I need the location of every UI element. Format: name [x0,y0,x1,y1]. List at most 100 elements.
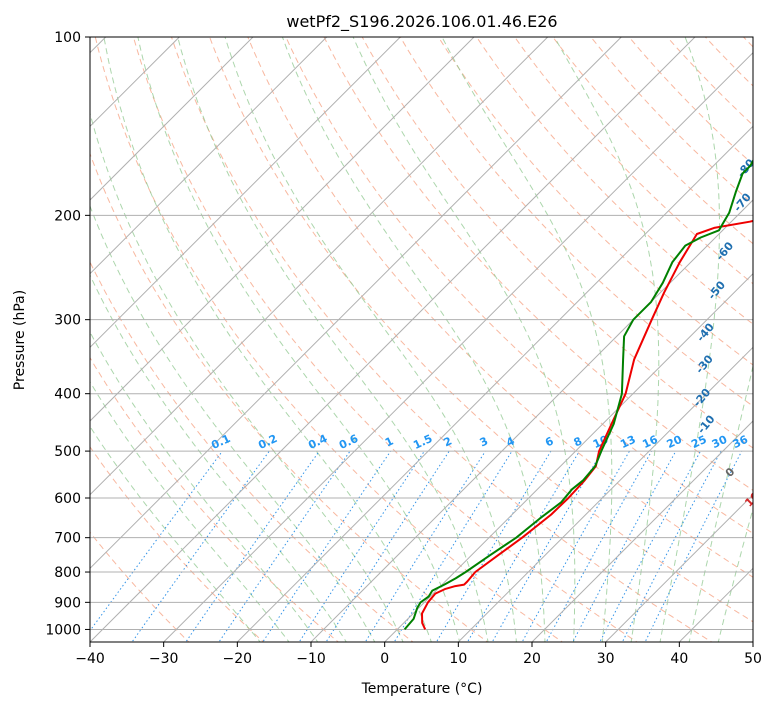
isotherm-line [90,37,696,642]
mixing-ratio-label: 25 [689,433,708,451]
mixing-ratio-label: 20 [665,433,685,451]
mixing-ratio-label: 16 [640,433,660,451]
dry-adiabat-line [90,531,190,642]
mixing-ratio-line [218,450,351,642]
isotherm-line [163,51,753,642]
y-tick-label: 400 [54,387,81,403]
mixing-ratio-line [599,450,701,642]
mixing-ratio-label: 1 [383,434,395,449]
dry-adiabat-line [476,37,753,325]
profile-series [403,158,753,631]
y-tick-label: 200 [54,208,81,224]
moist-adiabat-line [177,37,489,642]
isotherm-line [90,37,475,422]
isotherm-line [90,37,254,201]
moist-adiabat-line [90,425,261,642]
mixing-ratio-line [131,450,270,642]
isotherm-line [310,199,753,642]
dry-adiabat-line [666,37,753,126]
x-tick-label: 0 [380,651,389,667]
x-tick-label: 40 [670,651,688,667]
dry-adiabat-label: -50 [705,278,728,302]
isotherm-line [531,420,753,642]
chart-title: wetPf2_S196.2026.106.01.46.E26 [286,12,557,32]
dry-adiabat-line [90,260,414,642]
mixing-ratio-line [185,450,320,642]
isotherm-line [90,37,549,496]
moist-adiabat-line [441,37,613,642]
mixing-ratio-line [393,450,513,642]
dry-adiabat-line [90,152,489,642]
moist-adiabat-line [90,204,376,642]
isotherm-line [236,125,753,642]
dry-adiabat-line [90,446,265,642]
x-tick-label: 20 [523,651,541,667]
mixing-ratio-label: 6 [543,434,556,449]
plot-frame [89,36,754,643]
moist-adiabat-label: 20 [756,525,775,545]
mixing-ratio-label: 0.4 [306,432,329,452]
isotherm-line [90,37,328,275]
line-labels: -100-90-80-70-60-50-40-30-20-100.1 0.2 0.4… [209,109,775,545]
dry-adiabat-line [170,37,713,642]
moist-adiabat-label: 10 [742,489,762,509]
background-lines [90,24,775,645]
isotherm-line [90,37,401,349]
mixing-ratio-label: 13 [618,433,637,451]
y-tick-label: 900 [54,595,81,611]
moist-adiabat-line [103,37,432,642]
y-tick-label: 1000 [45,622,81,638]
y-tick-label: 700 [54,531,81,547]
x-tick-label: 10 [449,651,467,667]
dry-adiabat-line [90,356,340,642]
dewpoint-line [403,158,753,631]
mixing-ratio-line [435,450,552,642]
x-tick-label: −40 [75,651,105,667]
moist-adiabat-line [90,111,404,642]
x-axis: −40 −30 −20 −10 0 10 20 30 40 50 [75,642,762,667]
isotherm-line [90,37,622,570]
dry-adiabat-label: -60 [713,239,736,263]
moist-adiabat-line [90,273,347,642]
x-axis-label: Temperature (°C) [361,681,483,697]
mixing-ratio-line [621,450,722,642]
x-tick-label: 30 [597,651,615,667]
x-tick-label: −30 [149,651,179,667]
y-tick-label: 600 [54,491,81,507]
dry-adiabat-line [399,37,753,407]
temperature-line [421,219,753,630]
y-axis: 100 200 300 400 500 600 700 800 900 1000 [45,30,90,638]
mixing-ratio-line [90,450,223,632]
dry-adiabat-line [514,37,753,285]
mixing-ratio-line [466,450,580,642]
isotherm-line [752,641,753,642]
y-tick-label: 100 [54,30,81,46]
mixing-ratio-label: 0.1 [209,432,232,452]
mixing-ratio-label: 36 [731,433,751,451]
dry-adiabat-line [132,37,638,642]
dry-adiabat-line [769,24,775,645]
y-axis-label: Pressure (hPa) [12,290,28,390]
y-tick-label: 800 [54,565,81,581]
isotherm-line [457,346,753,642]
dry-adiabat-line [437,37,753,366]
moist-adiabat-line [553,37,660,642]
moist-adiabat-label: 0 [723,465,738,480]
mixing-ratio-line [364,450,486,642]
mixing-ratio-line [262,450,392,642]
mixing-ratio-line [572,450,677,642]
isotherm-line [678,567,753,642]
y-tick-label: 300 [54,313,81,329]
mixing-ratio-label: 8 [572,434,584,449]
dry-adiabat-label: -90 [751,109,774,133]
dry-adiabat-label: -80 [735,156,758,180]
isotherm-line [384,272,753,642]
mixing-ratio-line [325,450,450,642]
x-tick-label: −20 [223,651,253,667]
dry-adiabat-line [552,37,753,245]
x-tick-label: −10 [296,651,326,667]
mixing-ratio-label: 30 [710,433,730,451]
mixing-ratio-line [644,450,743,642]
x-tick-label: 50 [744,651,762,667]
